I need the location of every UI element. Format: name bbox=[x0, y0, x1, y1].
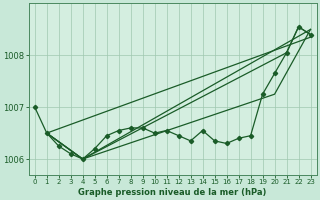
X-axis label: Graphe pression niveau de la mer (hPa): Graphe pression niveau de la mer (hPa) bbox=[78, 188, 267, 197]
